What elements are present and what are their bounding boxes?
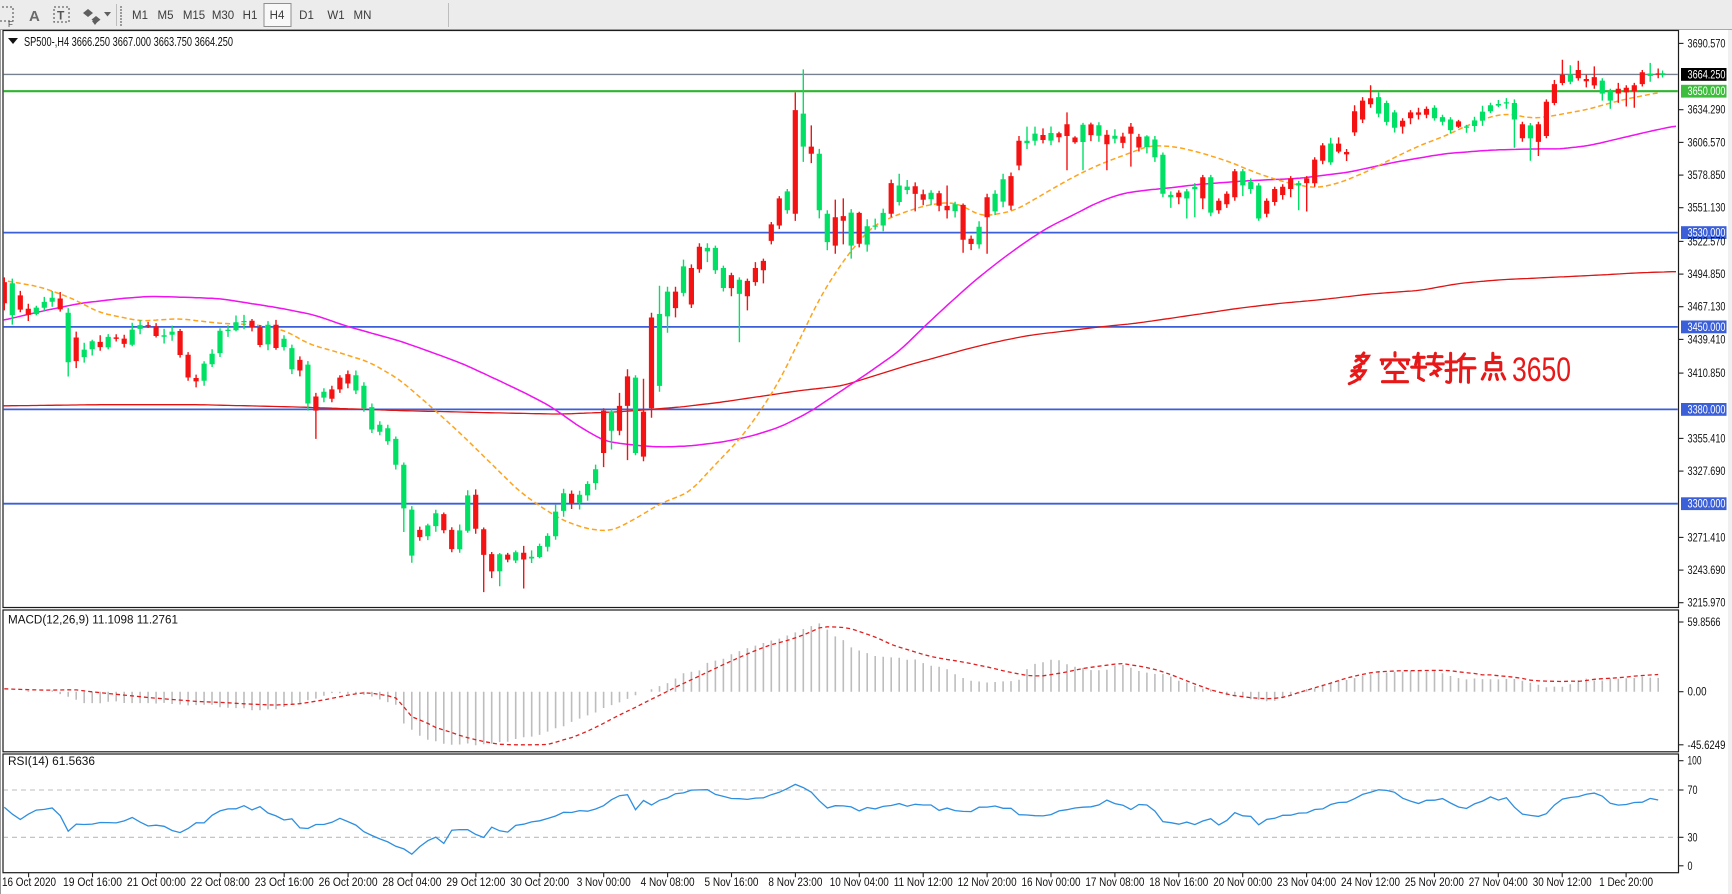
svg-text:M30: M30 bbox=[212, 10, 234, 22]
svg-text:M15: M15 bbox=[183, 10, 205, 22]
svg-text:3450.000: 3450.000 bbox=[1688, 322, 1726, 334]
svg-text:3578.850: 3578.850 bbox=[1688, 170, 1726, 182]
svg-text:23 Nov 04:00: 23 Nov 04:00 bbox=[1277, 877, 1336, 889]
svg-text:F: F bbox=[8, 20, 13, 29]
svg-text:26 Oct 20:00: 26 Oct 20:00 bbox=[319, 877, 378, 889]
svg-text:3467.130: 3467.130 bbox=[1688, 302, 1726, 314]
svg-text:59.8566: 59.8566 bbox=[1688, 617, 1721, 629]
svg-text:W1: W1 bbox=[327, 10, 344, 22]
svg-text:5 Nov 16:00: 5 Nov 16:00 bbox=[705, 877, 759, 889]
svg-text:4 Nov 08:00: 4 Nov 08:00 bbox=[641, 877, 695, 889]
svg-text:16 Nov 00:00: 16 Nov 00:00 bbox=[1022, 877, 1081, 889]
svg-text:28 Oct 04:00: 28 Oct 04:00 bbox=[383, 877, 442, 889]
svg-text:1 Dec 20:00: 1 Dec 20:00 bbox=[1599, 877, 1653, 889]
svg-text:3243.690: 3243.690 bbox=[1688, 565, 1726, 577]
svg-text:19 Oct 16:00: 19 Oct 16:00 bbox=[63, 877, 122, 889]
svg-text:3650: 3650 bbox=[1512, 351, 1571, 389]
svg-text:3300.000: 3300.000 bbox=[1688, 499, 1726, 511]
svg-text:0: 0 bbox=[1688, 861, 1693, 873]
svg-text:D1: D1 bbox=[299, 10, 314, 22]
svg-text:3606.570: 3606.570 bbox=[1688, 137, 1726, 149]
svg-text:8 Nov 23:00: 8 Nov 23:00 bbox=[768, 877, 822, 889]
svg-text:RSI(14) 61.5636: RSI(14) 61.5636 bbox=[8, 756, 95, 768]
svg-text:3551.130: 3551.130 bbox=[1688, 203, 1726, 215]
svg-text:T: T bbox=[57, 9, 65, 23]
svg-text:20 Nov 00:00: 20 Nov 00:00 bbox=[1213, 877, 1272, 889]
svg-text:23 Oct 16:00: 23 Oct 16:00 bbox=[255, 877, 314, 889]
svg-text:29 Oct 12:00: 29 Oct 12:00 bbox=[446, 877, 505, 889]
svg-text:3355.410: 3355.410 bbox=[1688, 433, 1726, 445]
svg-text:21 Oct 00:00: 21 Oct 00:00 bbox=[127, 877, 186, 889]
svg-text:3439.410: 3439.410 bbox=[1688, 334, 1726, 346]
svg-text:100: 100 bbox=[1688, 756, 1702, 768]
svg-text:30: 30 bbox=[1688, 832, 1698, 844]
svg-text:27 Nov 04:00: 27 Nov 04:00 bbox=[1469, 877, 1528, 889]
svg-text:70: 70 bbox=[1688, 785, 1698, 797]
svg-text:3 Nov 00:00: 3 Nov 00:00 bbox=[577, 877, 631, 889]
svg-text:3380.000: 3380.000 bbox=[1688, 404, 1726, 416]
svg-text:3271.410: 3271.410 bbox=[1688, 532, 1726, 544]
svg-text:17 Nov 08:00: 17 Nov 08:00 bbox=[1085, 877, 1144, 889]
svg-text:16 Oct 2020: 16 Oct 2020 bbox=[2, 877, 56, 889]
svg-text:M5: M5 bbox=[158, 10, 174, 22]
svg-text:MACD(12,26,9) 11.1098 11.2761: MACD(12,26,9) 11.1098 11.2761 bbox=[8, 615, 178, 627]
svg-text:3690.570: 3690.570 bbox=[1688, 38, 1726, 50]
svg-text:SP500-,H4 3666.250 3667.000 3: SP500-,H4 3666.250 3667.000 3663.750 366… bbox=[24, 35, 233, 49]
svg-text:MN: MN bbox=[354, 10, 372, 22]
svg-text:25 Nov 20:00: 25 Nov 20:00 bbox=[1405, 877, 1464, 889]
svg-text:10 Nov 04:00: 10 Nov 04:00 bbox=[830, 877, 889, 889]
svg-text:11 Nov 12:00: 11 Nov 12:00 bbox=[894, 877, 953, 889]
svg-text:30 Nov 12:00: 30 Nov 12:00 bbox=[1533, 877, 1592, 889]
svg-text:3215.970: 3215.970 bbox=[1688, 598, 1726, 610]
svg-text:-45.6249: -45.6249 bbox=[1688, 740, 1726, 752]
svg-text:A: A bbox=[29, 8, 40, 25]
svg-text:3634.290: 3634.290 bbox=[1688, 105, 1726, 117]
svg-text:3650.000: 3650.000 bbox=[1688, 86, 1726, 98]
svg-text:3530.000: 3530.000 bbox=[1688, 228, 1726, 240]
svg-text:24 Nov 12:00: 24 Nov 12:00 bbox=[1341, 877, 1400, 889]
svg-text:0.00: 0.00 bbox=[1688, 687, 1707, 699]
svg-text:3522.570: 3522.570 bbox=[1688, 236, 1726, 248]
svg-text:12 Nov 20:00: 12 Nov 20:00 bbox=[958, 877, 1017, 889]
svg-text:30 Oct 20:00: 30 Oct 20:00 bbox=[510, 877, 569, 889]
svg-text:M1: M1 bbox=[132, 10, 148, 22]
svg-text:3664.250: 3664.250 bbox=[1688, 69, 1726, 81]
svg-text:22 Oct 08:00: 22 Oct 08:00 bbox=[191, 877, 250, 889]
svg-text:3494.850: 3494.850 bbox=[1688, 269, 1726, 281]
svg-text:18 Nov 16:00: 18 Nov 16:00 bbox=[1149, 877, 1208, 889]
svg-text:H1: H1 bbox=[243, 10, 258, 22]
svg-text:H4: H4 bbox=[270, 10, 285, 22]
svg-text:3327.690: 3327.690 bbox=[1688, 466, 1726, 478]
svg-text:3410.850: 3410.850 bbox=[1688, 368, 1726, 380]
